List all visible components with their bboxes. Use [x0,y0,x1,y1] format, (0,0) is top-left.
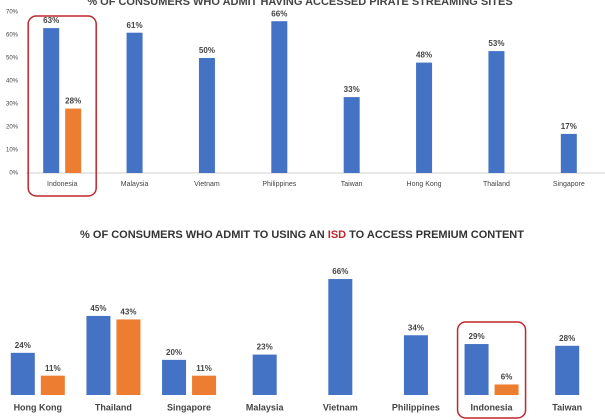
bar [488,51,505,173]
bar [86,315,111,395]
x-tick-label: Philippines [262,181,296,188]
x-tick-label: Taiwan [552,402,582,412]
x-tick-label: Thailand [483,181,510,188]
bar [494,384,519,395]
bar [162,359,187,395]
x-tick-label: Malaysia [246,402,285,412]
bar [555,345,580,395]
y-tick-label: 70% [6,10,19,16]
y-tick-label: 60% [6,33,19,39]
value-label: 20% [166,348,182,357]
bar [40,375,65,395]
value-label: 43% [120,308,136,317]
bar [560,133,577,173]
value-label: 17% [561,122,577,131]
y-tick-label: 0% [9,171,18,177]
y-tick-label: 50% [6,56,19,62]
highlight-box [27,15,97,197]
bar [403,335,428,395]
title-part: ISD [328,229,346,241]
x-tick-label: Singapore [553,181,585,188]
value-label: 23% [257,343,273,352]
value-label: 66% [332,267,348,276]
y-tick-label: 30% [6,102,19,108]
x-tick-label: Indonesia [47,181,77,188]
x-tick-label: Taiwan [341,181,363,188]
x-tick-label: Vietnam [323,402,358,412]
bar [343,97,360,173]
bar [198,58,215,173]
value-label: 33% [344,85,360,94]
value-label: 6% [501,373,513,382]
bar [43,28,60,173]
chart-title: % OF CONSUMERS WHO ADMIT HAVING ACCESSED… [87,0,512,8]
value-label: 28% [65,97,81,106]
bar [65,108,82,173]
x-tick-label: Thailand [95,402,132,412]
x-tick-label: Singapore [167,402,211,412]
value-label: 34% [408,323,424,332]
x-tick-label: Malaysia [121,181,149,188]
y-tick-label: 20% [6,125,19,131]
x-tick-label: Indonesia [471,402,514,412]
value-label: 63% [43,16,59,25]
x-tick-label: Hong Kong [407,181,442,188]
highlight-box [456,321,527,419]
value-label: 28% [559,334,575,343]
bar [328,279,353,395]
value-label: 48% [416,51,432,60]
bar [126,32,143,174]
title-part: % OF CONSUMERS WHO ADMIT TO USING AN [80,229,328,241]
value-label: 24% [15,341,31,350]
value-label: 66% [271,9,287,18]
chart-title: % OF CONSUMERS WHO ADMIT TO USING AN ISD… [80,229,524,241]
y-tick-label: 40% [6,79,19,85]
bar [192,375,217,395]
value-label: 29% [469,332,485,341]
value-label: 61% [127,21,143,30]
x-tick-label: Vietnam [194,181,220,188]
x-tick-label: Philippines [392,402,440,412]
bar [271,21,288,174]
value-label: 11% [45,364,61,373]
bar [116,319,141,395]
title-part: TO ACCESS PREMIUM CONTENT [346,229,524,241]
value-label: 45% [90,304,106,313]
bar [416,62,433,173]
bar [464,344,489,395]
bar [10,352,35,395]
x-tick-label: Hong Kong [14,402,63,412]
y-tick-label: 10% [6,148,19,154]
value-label: 53% [488,39,504,48]
value-label: 11% [196,364,212,373]
bar [252,354,277,395]
value-label: 50% [199,46,215,55]
